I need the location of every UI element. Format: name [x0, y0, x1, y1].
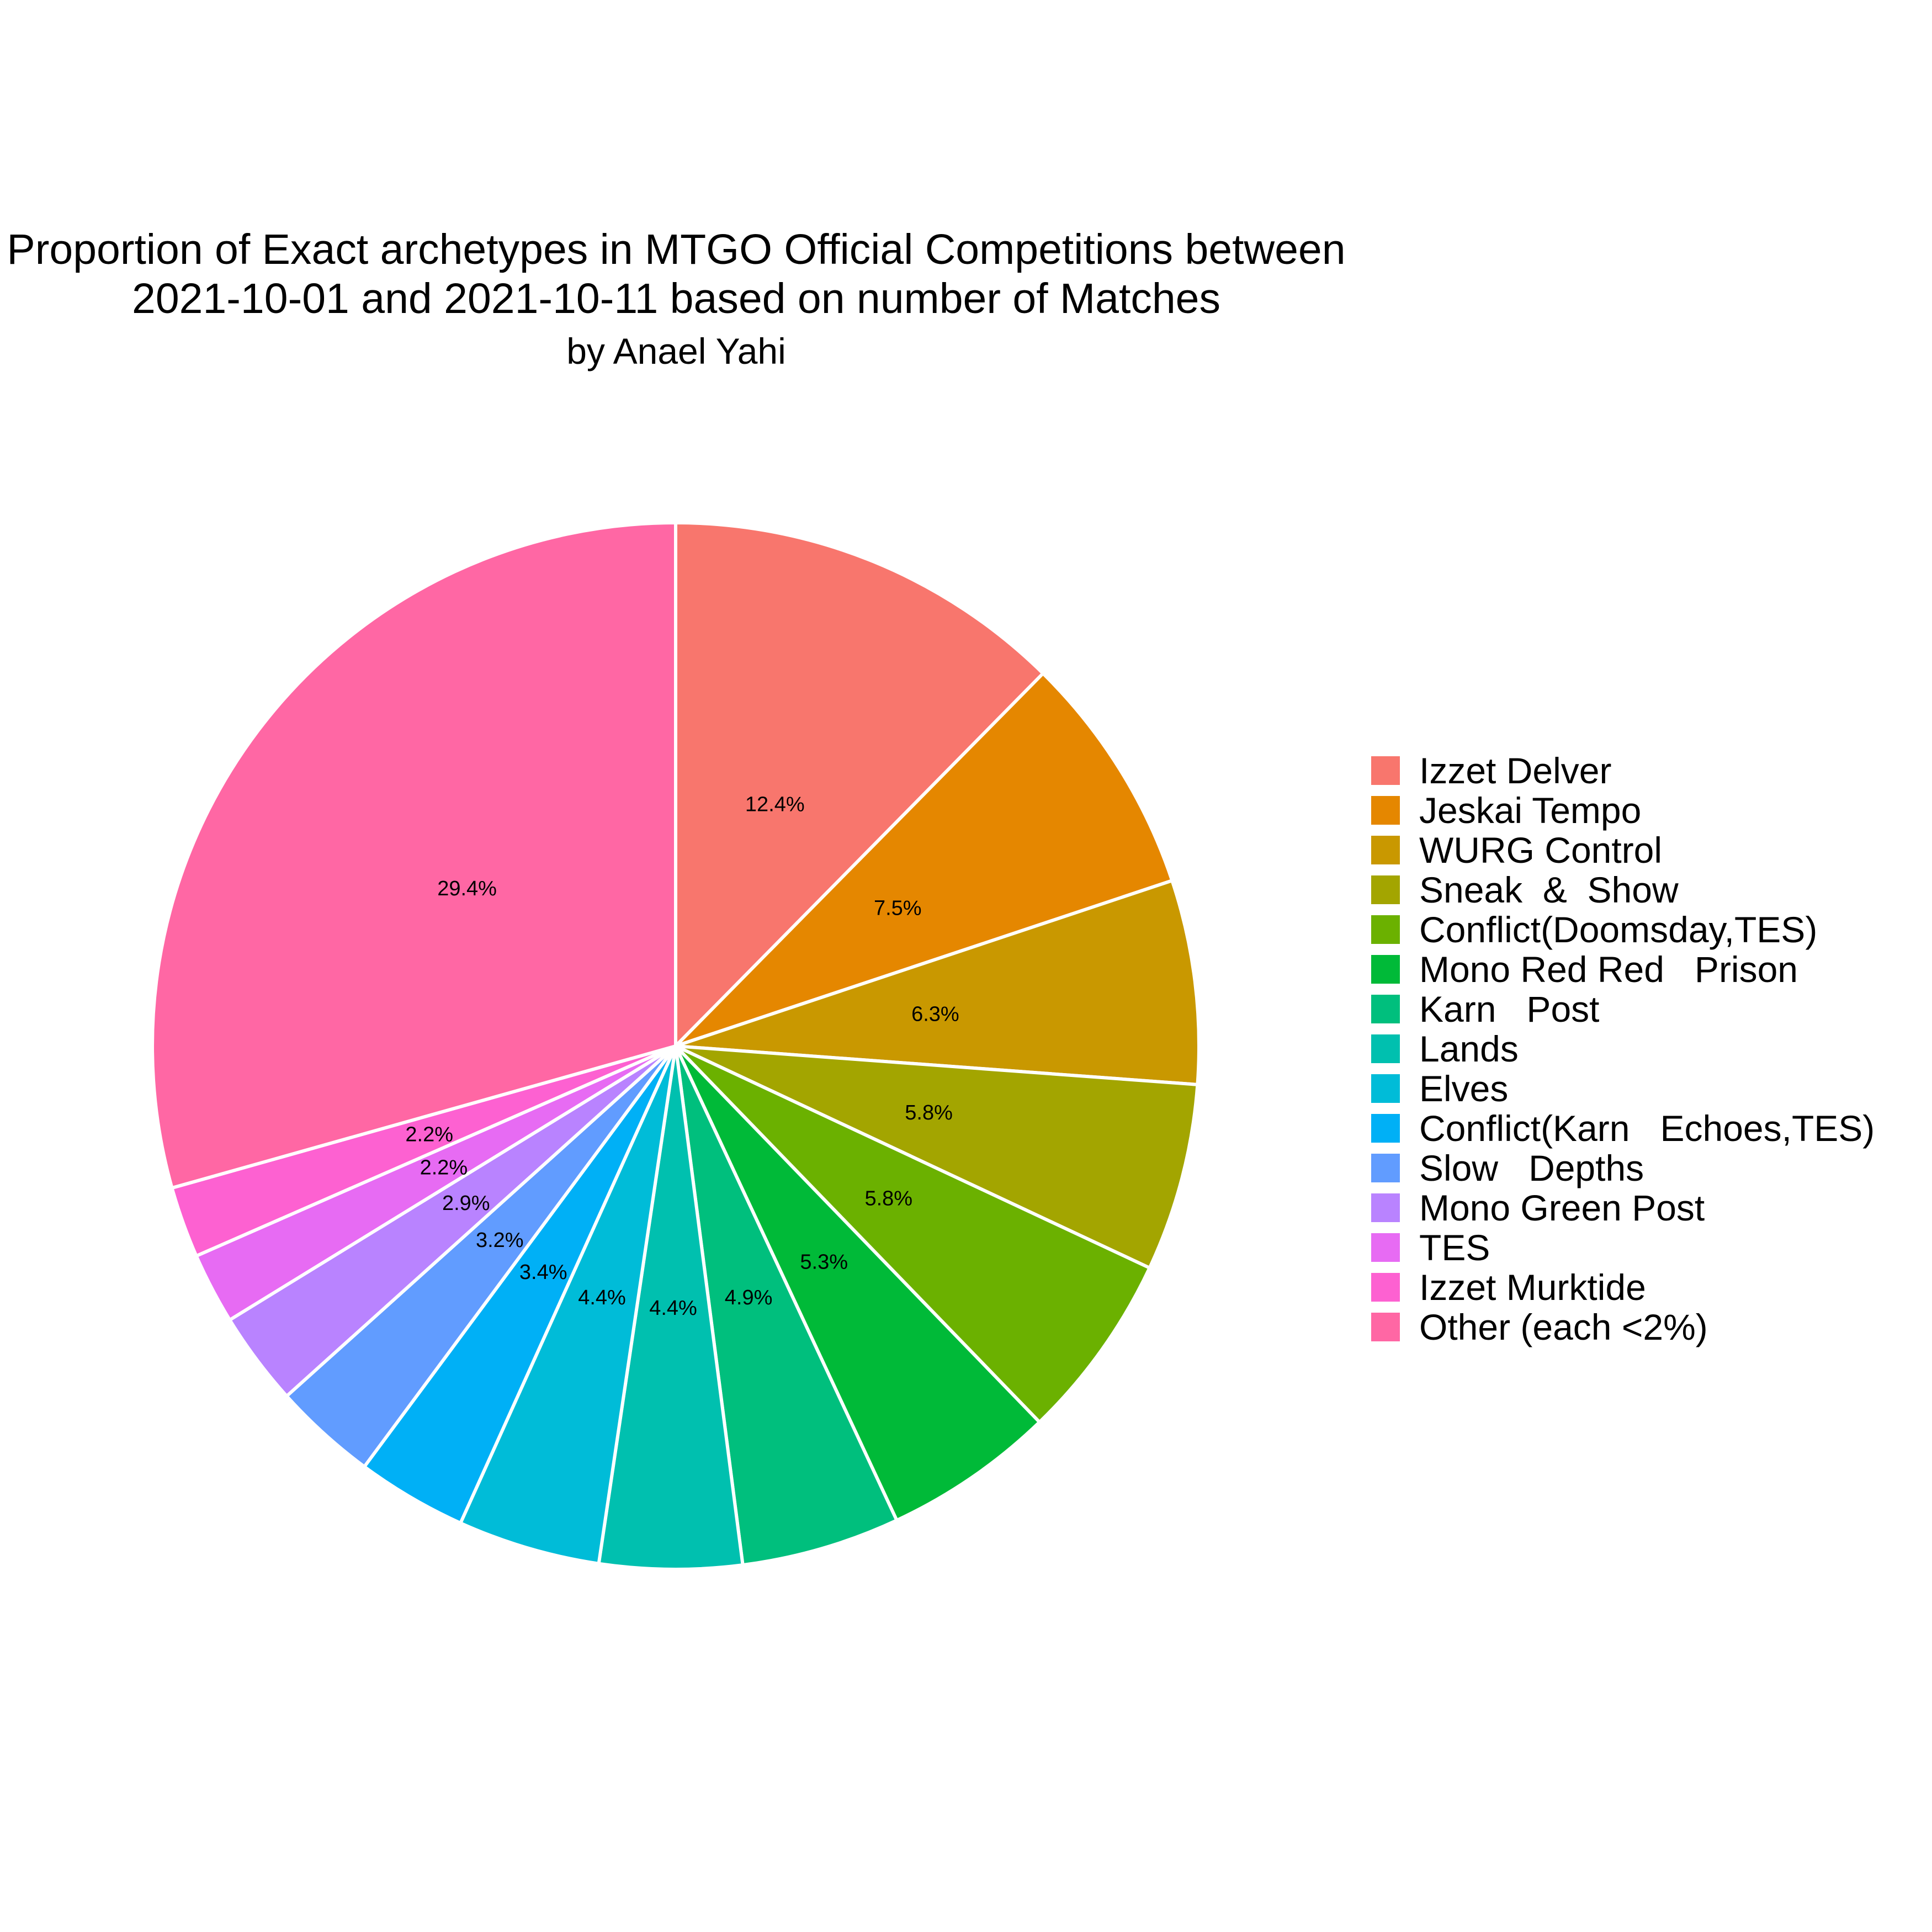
legend-swatch	[1371, 1233, 1400, 1262]
legend-swatch	[1371, 875, 1400, 904]
chart-title-line-1: Proportion of Exact archetypes in MTGO O…	[7, 226, 1345, 273]
pie-slice-0	[674, 521, 1045, 1048]
slice-value-label: 3.2%	[476, 1229, 524, 1252]
legend-swatch	[1371, 1313, 1400, 1341]
legend-swatch	[1371, 796, 1400, 825]
pie-slice-7	[597, 1044, 745, 1571]
legend-swatch	[1371, 1074, 1400, 1103]
legend-label: Jeskai Tempo	[1419, 790, 1641, 831]
chart-title-line-2: 2021-10-01 and 2021-10-11 based on numbe…	[132, 275, 1220, 322]
pie-slice-1	[674, 671, 1174, 1048]
legend-label: Elves	[1419, 1068, 1508, 1109]
slice-value-label: 3.4%	[519, 1261, 567, 1284]
legend-label: Karn Post	[1419, 989, 1600, 1029]
legend-label: Sneak & Show	[1419, 869, 1679, 910]
legend-label: Conflict(Doomsday,TES)	[1419, 909, 1817, 950]
legend-swatch	[1371, 1273, 1400, 1302]
legend-swatch	[1371, 1154, 1400, 1182]
legend-swatch	[1371, 1114, 1400, 1143]
legend-label: TES	[1419, 1227, 1490, 1268]
slice-value-label: 7.5%	[874, 896, 922, 920]
slice-value-label: 4.4%	[578, 1286, 626, 1309]
pie-slice-3	[674, 1044, 1199, 1270]
legend-swatch	[1371, 1193, 1400, 1222]
legend-label: Slow Depths	[1419, 1148, 1644, 1188]
slice-value-label: 4.9%	[725, 1286, 773, 1309]
pie-slice-8	[459, 1044, 677, 1565]
legend-swatch	[1371, 756, 1400, 785]
slice-value-label: 6.3%	[911, 1002, 959, 1026]
slice-value-label: 5.8%	[864, 1187, 912, 1210]
slice-value-label: 5.8%	[905, 1101, 953, 1124]
pie-slice-5	[674, 1044, 1042, 1522]
legend-label: Lands	[1419, 1028, 1519, 1069]
legend-swatch	[1371, 1034, 1400, 1063]
pie-slice-6	[674, 1044, 899, 1567]
legend-label: Conflict(Karn Echoes,TES)	[1419, 1108, 1875, 1149]
pie-slice-14	[151, 521, 677, 1190]
slice-value-label: 2.2%	[420, 1156, 468, 1180]
legend-label: Other (each <2%)	[1419, 1307, 1708, 1347]
legend-swatch	[1371, 915, 1400, 944]
slice-value-label: 4.4%	[649, 1297, 697, 1320]
slice-labels: 12.4% 7.5% 6.3% 5.8% 5.8% 5.3% 4.9% 4.4% 4.4% 3.4…	[405, 793, 959, 1320]
slice-value-label: 2.9%	[442, 1192, 490, 1215]
legend-label: WURG Control	[1419, 830, 1662, 871]
slice-value-label: 2.2%	[405, 1123, 453, 1147]
slice-value-label: 29.4%	[437, 877, 497, 900]
legend-label: Izzet Murktide	[1419, 1267, 1646, 1308]
pie-slice-4	[674, 1044, 1151, 1424]
chart-subtitle: by Anael Yahi	[566, 331, 786, 371]
legend-swatch	[1371, 995, 1400, 1023]
legend-swatch	[1371, 836, 1400, 864]
pie-slices	[151, 521, 1201, 1571]
legend-label: Mono Red Red Prison	[1419, 949, 1798, 990]
legend-label: Izzet Delver	[1419, 750, 1611, 791]
slice-value-label: 12.4%	[745, 793, 805, 816]
legend-swatch	[1371, 955, 1400, 984]
legend-label: Mono Green Post	[1419, 1187, 1705, 1228]
pie-slice-2	[674, 879, 1201, 1086]
slice-value-label: 5.3%	[800, 1251, 848, 1274]
